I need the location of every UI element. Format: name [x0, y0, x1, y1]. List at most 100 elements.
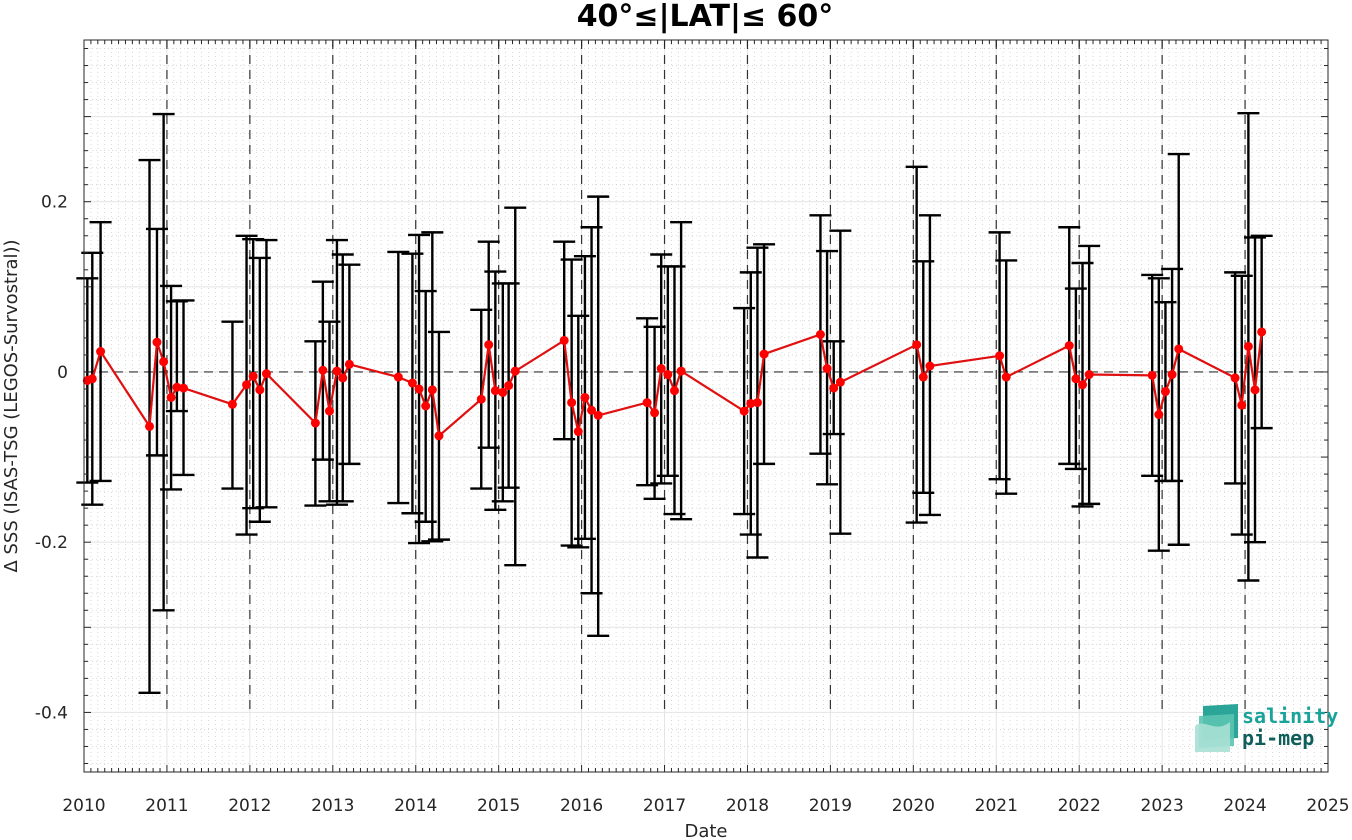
- data-point: [87, 374, 97, 384]
- data-point: [1064, 341, 1074, 351]
- data-point: [407, 378, 417, 388]
- data-point: [227, 399, 237, 409]
- data-point: [739, 406, 749, 416]
- data-point: [1167, 370, 1177, 380]
- data-point: [567, 398, 577, 408]
- data-point: [414, 384, 424, 394]
- y-tick-label: 0.2: [41, 193, 68, 213]
- axis-ticks: [83, 40, 1329, 772]
- data-point: [1147, 370, 1157, 380]
- x-tick-label: 2024: [1223, 796, 1266, 816]
- data-point: [152, 337, 162, 347]
- x-tick-label: 2014: [394, 796, 437, 816]
- data-point: [242, 380, 252, 390]
- y-tick-label: -0.2: [35, 533, 68, 553]
- year-marker-lines: [166, 40, 1246, 714]
- data-point: [476, 394, 486, 404]
- data-point: [510, 366, 520, 376]
- x-tick-label: 2022: [1058, 796, 1101, 816]
- x-tick-label: 2020: [892, 796, 935, 816]
- data-point: [166, 392, 176, 402]
- data-point: [318, 365, 328, 375]
- data-point: [504, 381, 514, 391]
- data-point: [650, 408, 660, 418]
- y-tick-label: 0: [57, 363, 68, 383]
- chart-title: 40°≤|LAT|≤ 60°: [577, 0, 834, 34]
- error-bar: [160, 284, 183, 491]
- logo-line2: pi-mep: [1242, 726, 1314, 750]
- x-axis-label: Date: [684, 821, 727, 840]
- data-point: [434, 431, 444, 441]
- data-point: [159, 357, 169, 367]
- x-tick-label: 2013: [311, 796, 354, 816]
- data-point: [1230, 373, 1240, 383]
- x-tick-label: 2012: [228, 796, 271, 816]
- data-point: [1084, 370, 1094, 380]
- data-point: [676, 366, 686, 376]
- data-point: [752, 398, 762, 408]
- data-point: [559, 335, 569, 345]
- data-point: [580, 392, 590, 402]
- data-point: [829, 383, 839, 393]
- x-tick-label: 2019: [809, 796, 852, 816]
- data-point: [642, 398, 652, 408]
- logo-line1: salinity: [1242, 704, 1338, 728]
- salinity-pimep-logo: salinity pi-mep: [1195, 704, 1338, 752]
- data-point: [1237, 400, 1247, 410]
- y-axis-label: Δ SSS (ISAS-TSG (LEGOS-Survostral)): [1, 239, 22, 572]
- data-point: [344, 359, 354, 369]
- error-bar: [504, 206, 527, 567]
- data-point: [96, 347, 106, 357]
- data-point: [1174, 344, 1184, 354]
- data-point: [587, 405, 597, 415]
- data-point: [835, 377, 845, 387]
- data-point: [310, 418, 320, 428]
- data-point: [1001, 372, 1011, 382]
- data-point: [179, 383, 189, 393]
- data-point: [1078, 380, 1088, 390]
- data-point: [324, 406, 334, 416]
- x-tick-label: 2010: [62, 796, 105, 816]
- data-point: [669, 386, 679, 396]
- data-point: [1257, 327, 1267, 337]
- x-tick-label: 2016: [560, 796, 603, 816]
- data-point: [338, 373, 348, 383]
- logo-wave-icon: [1195, 704, 1238, 752]
- x-tick-label: 2015: [477, 796, 520, 816]
- data-point: [490, 386, 500, 396]
- x-tick-label: 2018: [726, 796, 769, 816]
- data-point: [427, 385, 437, 395]
- data-point: [1250, 385, 1260, 395]
- data-point: [498, 387, 508, 397]
- data-point: [759, 349, 769, 359]
- data-point: [1071, 374, 1081, 384]
- data-point: [255, 385, 265, 395]
- y-tick-label: -0.4: [35, 703, 68, 723]
- data-point: [484, 340, 494, 350]
- data-point: [573, 427, 583, 437]
- data-point: [1154, 410, 1164, 420]
- data-point: [815, 330, 825, 340]
- data-point: [1160, 387, 1170, 397]
- data-point: [261, 369, 271, 379]
- x-tick-label: 2023: [1141, 796, 1184, 816]
- data-point: [822, 364, 832, 374]
- x-tick-labels: 2010 2011 2012 2013 2014 2015 2016 2017 2018 2019…: [62, 796, 1349, 816]
- data-point: [393, 372, 403, 382]
- data-point: [421, 401, 431, 411]
- x-tick-label: 2017: [643, 796, 686, 816]
- data-point: [925, 361, 935, 371]
- data-point: [332, 366, 342, 376]
- data-point: [995, 351, 1005, 361]
- data-point: [145, 421, 155, 431]
- data-point: [663, 370, 673, 380]
- data-points: [82, 327, 1267, 441]
- data-point: [1243, 341, 1253, 351]
- y-tick-labels: 0.2 0 -0.2 -0.4: [35, 193, 68, 724]
- data-point: [656, 364, 666, 374]
- x-tick-label: 2025: [1306, 796, 1349, 816]
- x-tick-label: 2021: [975, 796, 1018, 816]
- data-point: [248, 371, 258, 381]
